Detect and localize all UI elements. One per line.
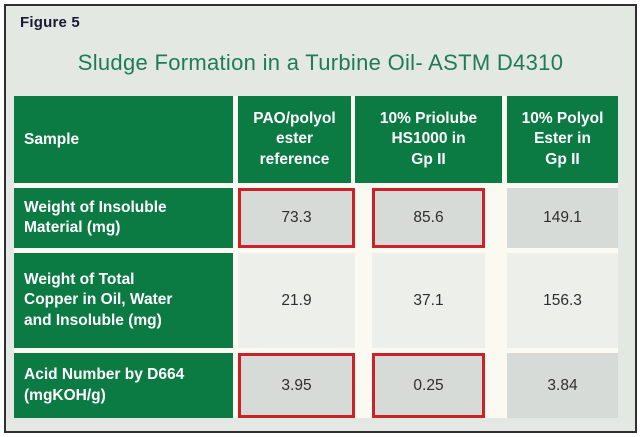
table-row-total-copper: Weight of Total Copper in Oil, Water and… — [14, 253, 618, 348]
value-cell: 3.84 — [507, 353, 618, 418]
value-cell-highlighted: 73.3 — [238, 188, 355, 248]
value-cell-highlighted: 3.95 — [238, 353, 355, 418]
column-header-priolube-hs1000: 10% Priolube HS1000 in Gp II — [355, 96, 502, 183]
row-label: Acid Number by D664 (mgKOH/g) — [14, 353, 233, 418]
value-cell: 37.1 — [372, 253, 485, 348]
value-cell: 156.3 — [507, 253, 618, 348]
column-header-polyol-ester-gp2: 10% Polyol Ester in Gp II — [507, 96, 618, 183]
table-header-row: Sample PAO/polyol ester reference 10% Pr… — [14, 96, 618, 183]
figure-title: Sludge Formation in a Turbine Oil- ASTM … — [77, 50, 564, 75]
value-cell: 21.9 — [238, 253, 355, 348]
figure-number-label: Figure 5 — [20, 14, 80, 31]
column-header-sample: Sample — [14, 96, 233, 183]
table-row-acid-number: Acid Number by D664 (mgKOH/g) 3.95 0.25 … — [14, 353, 618, 418]
column-header-pao-polyol-ester: PAO/polyol ester reference — [238, 96, 351, 183]
table-row-insoluble-material: Weight of Insoluble Material (mg) 73.3 8… — [14, 188, 618, 248]
results-table: Sample PAO/polyol ester reference 10% Pr… — [14, 96, 618, 418]
row-label: Weight of Total Copper in Oil, Water and… — [14, 253, 233, 348]
figure-frame: Figure 5 Sludge Formation in a Turbine O… — [4, 4, 637, 433]
value-cell: 149.1 — [507, 188, 618, 248]
row-label: Weight of Insoluble Material (mg) — [14, 188, 233, 248]
value-cell-highlighted: 0.25 — [372, 353, 485, 418]
value-cell-highlighted: 85.6 — [372, 188, 485, 248]
